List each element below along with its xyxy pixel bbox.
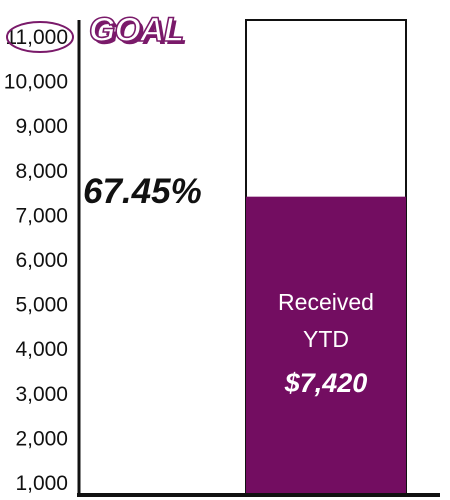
y-tick-label: 4,000 <box>15 338 68 361</box>
y-tick-label: 5,000 <box>15 294 68 317</box>
y-tick-label: 9,000 <box>15 115 68 138</box>
goal-logo: GOAL GOAL <box>88 10 187 52</box>
y-tick-label: 1,000 <box>15 472 68 495</box>
y-tick-label: 7,000 <box>15 204 68 227</box>
goal-logo-text: GOAL <box>89 11 183 49</box>
y-tick-label: 2,000 <box>15 427 68 450</box>
bar-value-label: $7,420 <box>284 368 368 398</box>
y-tick-label: 8,000 <box>15 160 68 183</box>
y-tick-label: 10,000 <box>4 71 68 94</box>
goal-tick-highlight <box>6 21 74 53</box>
y-tick-label: 11,000 <box>5 26 68 49</box>
y-tick-label: 6,000 <box>15 249 68 272</box>
percent-of-goal-label: 67.45% <box>83 172 202 211</box>
received-ytd-bar <box>246 196 406 493</box>
bar-caption-received: Received <box>278 289 374 315</box>
y-tick-label: 3,000 <box>15 383 68 406</box>
bar-caption-ytd: YTD <box>303 326 349 352</box>
y-axis-tick-labels: 1,000 2,000 3,000 4,000 5,000 6,000 7,000 8,000… <box>4 26 68 495</box>
goal-logo-shadow: GOAL <box>92 14 186 52</box>
